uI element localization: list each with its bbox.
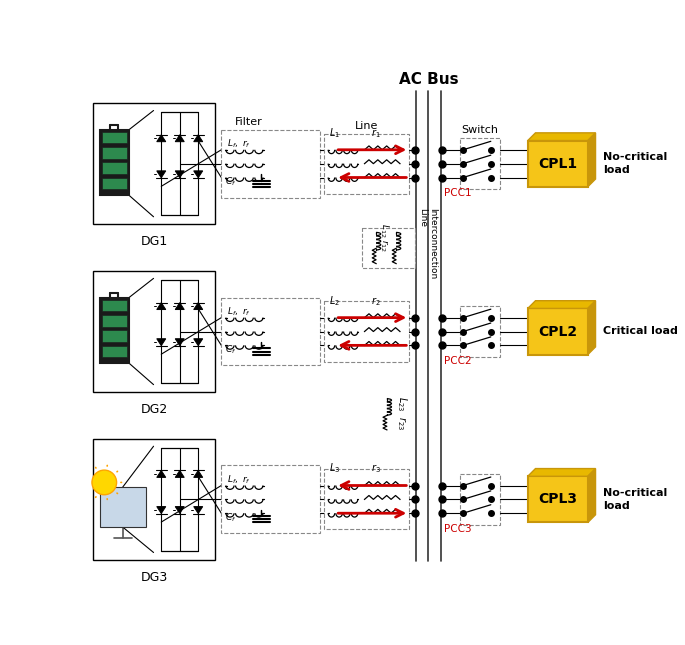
- Polygon shape: [588, 301, 595, 355]
- Polygon shape: [527, 468, 595, 476]
- Text: No-critical
load: No-critical load: [603, 488, 667, 511]
- Text: $r_{23}$: $r_{23}$: [395, 415, 408, 430]
- Bar: [325, 301, 409, 362]
- Bar: [99, 297, 129, 363]
- Polygon shape: [157, 171, 166, 178]
- Text: PCC1: PCC1: [444, 188, 471, 198]
- Bar: [460, 138, 500, 189]
- Bar: [93, 271, 215, 392]
- Polygon shape: [157, 135, 166, 142]
- Polygon shape: [588, 133, 595, 187]
- Polygon shape: [175, 303, 184, 310]
- Bar: [362, 228, 414, 268]
- Bar: [99, 130, 129, 195]
- Bar: [325, 134, 409, 194]
- Circle shape: [92, 470, 116, 495]
- Bar: [102, 177, 127, 189]
- Polygon shape: [175, 470, 184, 477]
- Text: DG1: DG1: [140, 235, 168, 248]
- Polygon shape: [194, 470, 203, 477]
- Bar: [221, 130, 320, 197]
- Text: CPL3: CPL3: [538, 492, 577, 506]
- Polygon shape: [527, 133, 595, 141]
- Bar: [102, 163, 127, 174]
- Polygon shape: [175, 171, 184, 178]
- Text: $C_f$: $C_f$: [225, 344, 236, 356]
- Bar: [102, 330, 127, 342]
- Text: Filter: Filter: [235, 117, 263, 126]
- Polygon shape: [175, 339, 184, 346]
- Text: Critical load: Critical load: [603, 326, 678, 337]
- Text: $r_3$: $r_3$: [371, 462, 380, 475]
- Polygon shape: [194, 506, 203, 513]
- Text: $L_f,\ r_f$: $L_f,\ r_f$: [227, 305, 251, 318]
- Bar: [527, 308, 588, 355]
- Polygon shape: [527, 301, 595, 308]
- Polygon shape: [194, 171, 203, 178]
- Polygon shape: [194, 135, 203, 142]
- Text: Interconnection
Line: Interconnection Line: [418, 208, 437, 279]
- Polygon shape: [157, 470, 166, 477]
- Polygon shape: [588, 468, 595, 522]
- Bar: [102, 147, 127, 159]
- Polygon shape: [157, 339, 166, 346]
- Bar: [102, 132, 127, 143]
- Text: $C_f$: $C_f$: [225, 511, 236, 524]
- Polygon shape: [175, 506, 184, 513]
- Bar: [221, 297, 320, 365]
- Text: $r_2$: $r_2$: [371, 295, 380, 308]
- Text: $L_{12}\ r_{12}$: $L_{12}\ r_{12}$: [377, 223, 390, 252]
- Text: $L_{23}$: $L_{23}$: [395, 397, 408, 412]
- Text: Switch: Switch: [462, 125, 499, 135]
- Text: DG2: DG2: [140, 403, 168, 416]
- Text: $L_2$: $L_2$: [329, 294, 340, 308]
- Bar: [221, 466, 320, 533]
- Bar: [102, 346, 127, 357]
- Polygon shape: [194, 339, 203, 346]
- Text: $L_f,\ r_f$: $L_f,\ r_f$: [227, 137, 251, 150]
- Bar: [460, 474, 500, 525]
- Bar: [325, 470, 409, 530]
- Text: $r_1$: $r_1$: [371, 127, 380, 140]
- Text: $L_1$: $L_1$: [329, 126, 340, 140]
- Text: PCC3: PCC3: [444, 524, 471, 534]
- Polygon shape: [175, 135, 184, 142]
- Text: $C_f$: $C_f$: [225, 176, 236, 188]
- Text: AC Bus: AC Bus: [399, 72, 458, 86]
- Text: DG3: DG3: [140, 571, 168, 584]
- Text: $L_f,\ r_f$: $L_f,\ r_f$: [227, 473, 251, 486]
- Text: $L_3$: $L_3$: [329, 462, 340, 475]
- Text: CPL1: CPL1: [538, 157, 577, 171]
- Text: PCC2: PCC2: [444, 356, 471, 366]
- Bar: [102, 300, 127, 312]
- Bar: [527, 141, 588, 187]
- Polygon shape: [157, 506, 166, 513]
- Bar: [527, 476, 588, 522]
- Text: No-critical
load: No-critical load: [603, 152, 667, 175]
- Bar: [460, 306, 500, 357]
- Bar: [102, 315, 127, 326]
- Bar: [93, 439, 215, 561]
- Bar: [99, 487, 146, 527]
- Polygon shape: [194, 303, 203, 310]
- Text: CPL2: CPL2: [538, 324, 577, 339]
- Bar: [93, 103, 215, 224]
- Polygon shape: [157, 303, 166, 310]
- Text: Line: Line: [355, 121, 379, 130]
